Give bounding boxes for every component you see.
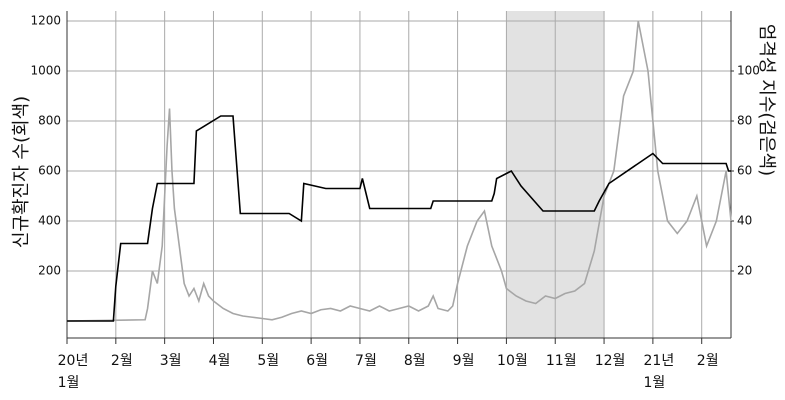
x-tick-label: 6월 [306, 353, 329, 369]
y2-tick-label: 100 [737, 64, 760, 78]
x-tick-label: 10월 [497, 353, 528, 369]
y-tick-label: 800 [38, 114, 61, 128]
y2-tick-label: 60 [737, 164, 752, 178]
x-tick-label: 5월 [257, 353, 280, 369]
y-tick-label: 400 [38, 214, 61, 228]
series-line [67, 115, 731, 322]
y-tick-label: 200 [38, 264, 61, 278]
y2-axis-label: 엄격성 지수(검은색) [756, 24, 777, 176]
x-tick-label: 4월 [208, 353, 231, 369]
y-tick-label: 600 [38, 164, 61, 178]
x-tick-label: 3월 [159, 353, 182, 369]
x-tick-label: 2월 [110, 353, 133, 369]
y-axis-label: 신규확진자 수(회색) [11, 96, 32, 248]
x-tick-label: 11월 [545, 353, 577, 369]
x-tick-label: 2월 [696, 353, 719, 369]
x-tick-label: 20년 1월 [57, 353, 89, 391]
y2-tick-label: 80 [737, 114, 752, 128]
x-tick-label: 8월 [403, 353, 426, 369]
series-line [66, 20, 732, 322]
y2-tick-label: 40 [737, 214, 752, 228]
x-tick-label: 21년 1월 [643, 353, 675, 391]
y-tick-label: 1200 [30, 14, 61, 28]
x-tick-label: 9월 [452, 353, 475, 369]
y2-tick-label: 20 [737, 264, 752, 278]
y-tick-label: 1000 [30, 64, 61, 78]
x-tick-label: 12월 [594, 353, 626, 369]
x-tick-label: 7월 [355, 353, 377, 369]
